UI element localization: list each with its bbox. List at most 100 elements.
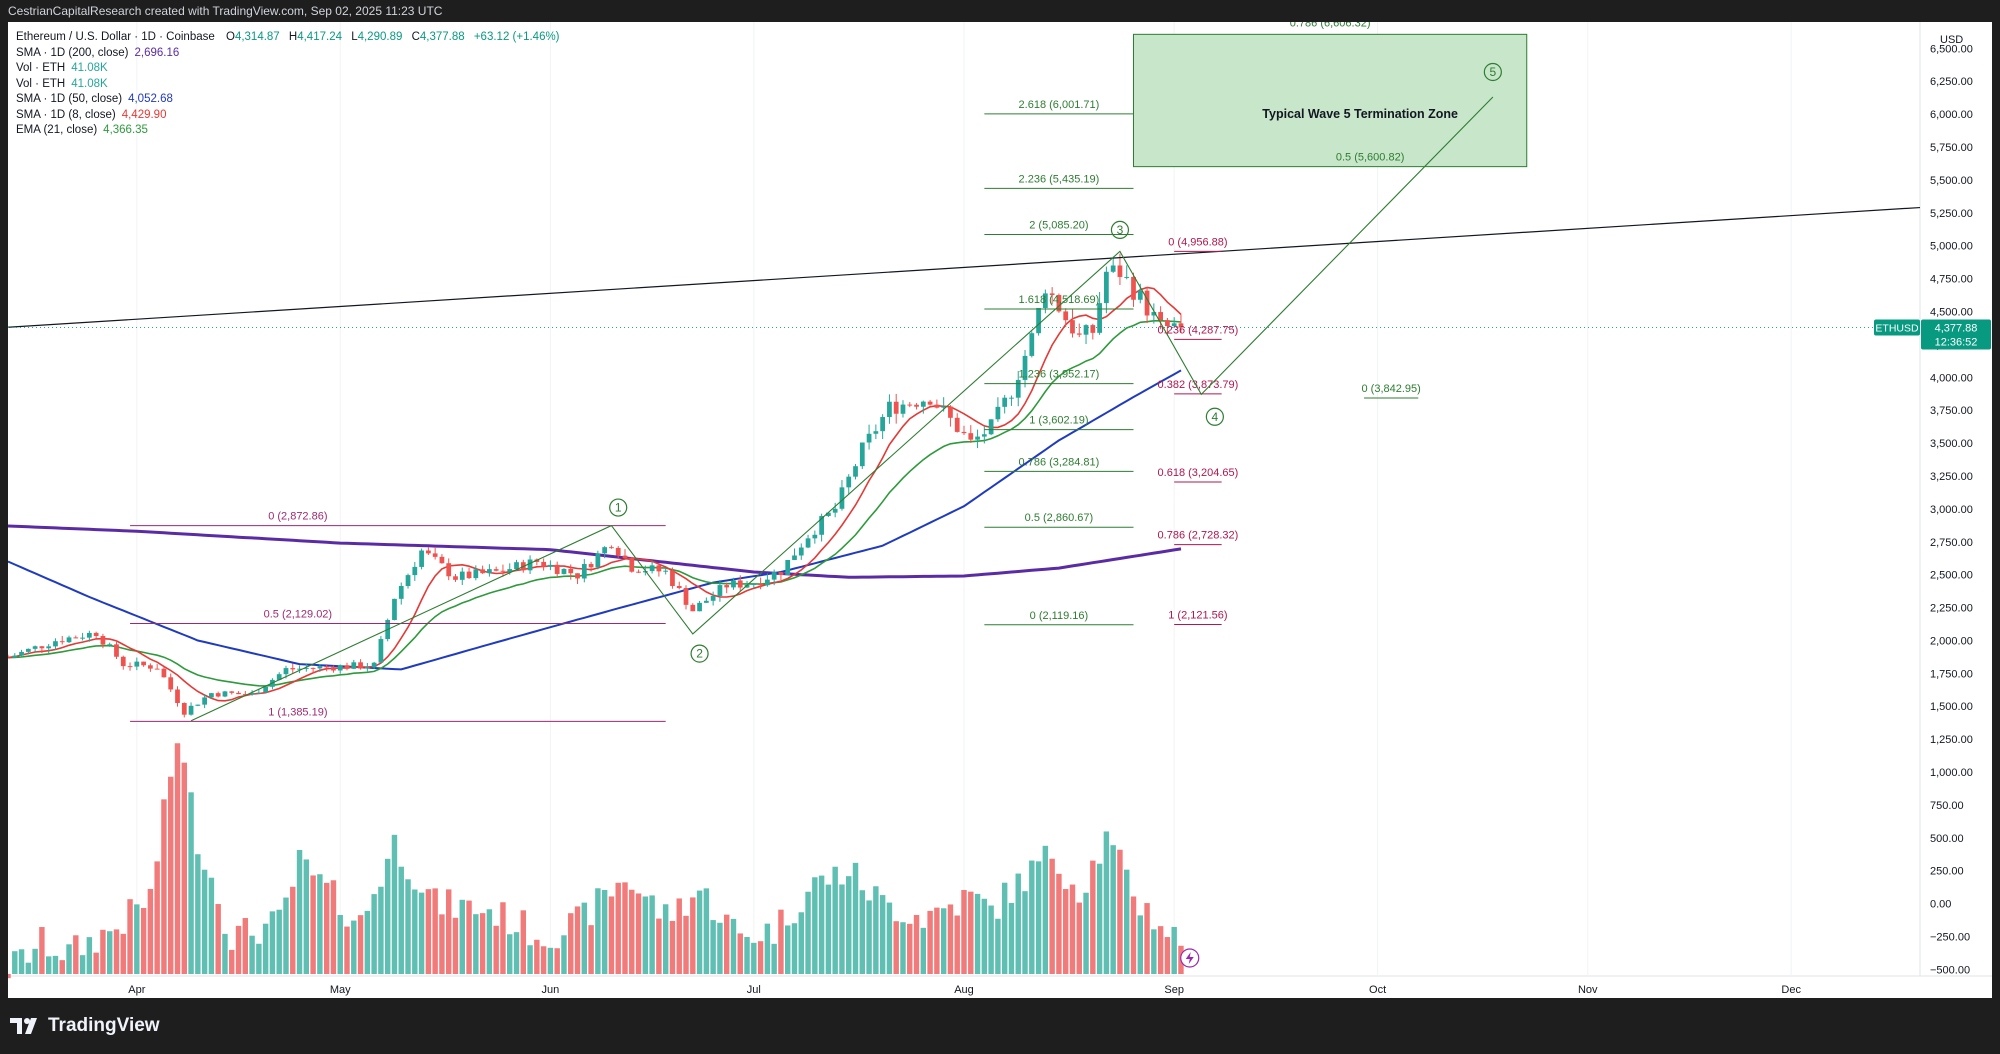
- volume-bar: [649, 895, 655, 974]
- wave-count-number: 3: [1117, 223, 1124, 237]
- price-axis-tick-label: −250.00: [1930, 932, 1970, 944]
- volume-bar: [852, 862, 859, 974]
- candle-body: [717, 585, 723, 596]
- volume-bar: [608, 896, 615, 974]
- volume-bar: [751, 942, 757, 974]
- candle-body: [975, 436, 980, 440]
- price-axis-tick-label: 5,500.00: [1930, 175, 1973, 187]
- tradingview-logo-icon: [10, 1016, 42, 1036]
- volume-bar: [1042, 845, 1049, 974]
- tradingview-brand[interactable]: TradingView: [10, 1014, 160, 1038]
- candle-body: [880, 417, 886, 432]
- legend-indicator-row[interactable]: SMA · 1D (50, close) 4,052.68: [16, 92, 560, 108]
- candle-body: [1009, 397, 1014, 399]
- candle-body: [554, 564, 560, 574]
- volume-bar: [615, 882, 621, 974]
- volume-bar: [364, 910, 371, 974]
- candle-body: [175, 689, 180, 703]
- candle-body: [392, 598, 397, 620]
- volume-bar: [181, 762, 187, 974]
- candle-body: [1124, 276, 1130, 278]
- candle-body: [1117, 265, 1123, 277]
- legend-indicator-row[interactable]: SMA · 1D (8, close) 4,429.90: [16, 108, 560, 124]
- candle-body: [893, 401, 899, 414]
- legend-indicator-row[interactable]: SMA · 1D (200, close) 2,696.16: [16, 46, 560, 62]
- candle-body: [941, 406, 947, 408]
- volume-bar: [798, 912, 804, 974]
- candle-body: [636, 571, 641, 573]
- candle-body: [948, 406, 953, 418]
- candle-body: [724, 585, 730, 588]
- bar-countdown: 12:36:52: [1935, 337, 1978, 349]
- volume-bar: [330, 880, 337, 974]
- candle-body: [771, 572, 777, 580]
- fib-level-label: 0.786 (2,728.32): [1158, 530, 1239, 542]
- price-axis-currency-label: USD: [1940, 34, 1963, 46]
- candle-body: [622, 555, 628, 559]
- volume-bar: [371, 894, 377, 974]
- volume-bar: [568, 913, 574, 974]
- volume-bar: [93, 952, 99, 974]
- volume-bar: [384, 858, 391, 974]
- candle-body: [290, 668, 296, 670]
- indicator-label: SMA · 1D (50, close): [16, 93, 123, 105]
- legend-indicator-row[interactable]: Vol · ETH 41.08K: [16, 77, 560, 93]
- volume-bar: [832, 866, 838, 974]
- candle-body: [148, 665, 153, 669]
- price-axis-tick-label: 500.00: [1930, 833, 1964, 845]
- legend-symbol-title[interactable]: Ethereum / U.S. Dollar · 1D · Coinbase: [16, 31, 215, 43]
- candle-body: [710, 595, 716, 601]
- legend-low-value: 4,290.89: [357, 31, 403, 43]
- price-axis-tick-label: −500.00: [1930, 964, 1970, 976]
- price-axis-tick-label: 1,500.00: [1930, 701, 1973, 713]
- price-axis-tick-label: 4,500.00: [1930, 306, 1973, 318]
- volume-bar: [486, 909, 493, 974]
- candle-body: [1076, 333, 1082, 335]
- candle-body: [588, 563, 594, 568]
- volume-bar: [1076, 902, 1082, 974]
- price-axis-tick-label: 5,250.00: [1930, 208, 1973, 220]
- price-axis-tick-label: 4,000.00: [1930, 372, 1973, 384]
- candle-body: [351, 662, 357, 669]
- volume-bar: [168, 776, 174, 974]
- candle-body: [73, 637, 79, 639]
- volume-bar: [839, 884, 845, 974]
- price-axis-tick-label: 1,750.00: [1930, 668, 1973, 680]
- candle-body: [602, 547, 608, 554]
- candle-body: [93, 632, 99, 637]
- volume-bar: [893, 921, 899, 974]
- top-caption-bar: CestrianCapitalResearch created with Tra…: [0, 0, 2000, 22]
- volume-bar: [249, 935, 255, 974]
- candle-body: [425, 550, 431, 554]
- volume-bar: [601, 889, 608, 974]
- candle-body: [642, 571, 648, 573]
- volume-bar: [961, 889, 967, 974]
- time-axis-tick-label: Jun: [542, 984, 560, 996]
- chart-area[interactable]: USD 6,500.00 6,250.00 6,000.00 5,750.00 5,500…: [5, 17, 1992, 998]
- volume-bar: [988, 905, 994, 974]
- volume-bar: [954, 915, 960, 974]
- volume-bar: [262, 923, 269, 974]
- volume-bar: [683, 915, 689, 974]
- candle-body: [358, 662, 363, 669]
- volume-bar: [1096, 863, 1103, 974]
- sma8-line: [7, 286, 1182, 702]
- candle-body: [188, 705, 194, 715]
- legend-indicator-row[interactable]: EMA (21, close) 4,366.35: [16, 123, 560, 139]
- volume-bar: [154, 861, 160, 974]
- candle-body: [297, 668, 302, 670]
- volume-bar: [113, 929, 120, 974]
- legend-indicator-row[interactable]: Vol · ETH 41.08K: [16, 61, 560, 77]
- indicator-value: 4,366.35: [103, 124, 148, 136]
- candle-body: [995, 406, 1001, 420]
- volume-bar: [1110, 845, 1116, 974]
- candle-body: [1063, 311, 1069, 321]
- volume-bar: [818, 875, 825, 974]
- candle-body: [1049, 293, 1055, 295]
- volume-bar: [703, 888, 710, 974]
- candle-body: [86, 632, 92, 638]
- volume-bar: [622, 882, 628, 974]
- candle-body: [215, 693, 221, 697]
